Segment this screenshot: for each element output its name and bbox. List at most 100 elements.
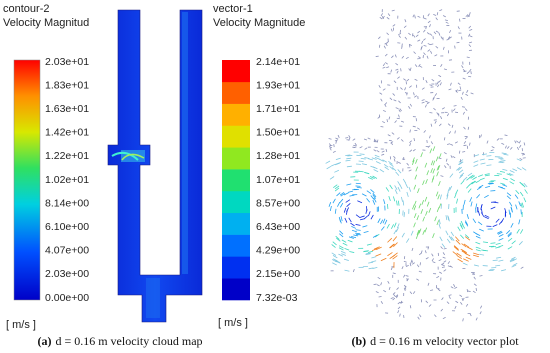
vector-arrow [478, 174, 484, 177]
vector-arrow [460, 248, 467, 253]
vector-arrow [434, 54, 438, 57]
vector-arrow [396, 223, 400, 229]
vector-arrow [465, 256, 472, 260]
vector-arrow [457, 258, 463, 263]
vector-arrow [458, 150, 461, 154]
vector-arrow [511, 264, 517, 268]
vector-arrow [372, 234, 378, 238]
vector-arrow [486, 164, 492, 166]
vector-arrow [352, 138, 356, 141]
vector-arrow [429, 112, 433, 114]
vector-arrow [465, 303, 469, 307]
vector-arrow [409, 140, 412, 143]
vector-arrow [400, 139, 404, 142]
vector-arrow [468, 68, 472, 72]
vector-arrow [331, 244, 336, 248]
vector-arrow [423, 52, 426, 56]
vector-arrow [469, 35, 473, 38]
vector-arrow [392, 255, 398, 260]
vector-arrow [507, 246, 513, 250]
vector-arrow [514, 140, 517, 144]
vector-arrow [397, 200, 400, 206]
vector-arrow [432, 146, 436, 152]
vector-arrow [432, 233, 435, 239]
vector-arrow [458, 161, 464, 165]
vector-arrow [372, 194, 377, 199]
vector-arrow [409, 263, 412, 267]
vector-arrow [363, 230, 369, 234]
colorbar-tick-label: 7.32e-03 [256, 292, 298, 304]
vector-arrow [454, 286, 458, 289]
vector-arrow [331, 259, 337, 263]
vector-arrow [430, 50, 433, 54]
vector-arrow [385, 187, 390, 192]
vector-arrow [339, 198, 344, 204]
vector-arrow [380, 282, 382, 286]
vector-arrow [390, 141, 394, 144]
vector-arrow [414, 64, 418, 68]
vector-arrow [389, 243, 395, 249]
vector-arrow [339, 230, 344, 235]
vector-arrow [512, 262, 518, 266]
vector-arrow [468, 25, 472, 29]
vector-arrow [427, 49, 431, 52]
vector-arrow [469, 197, 473, 202]
vector-arrow [406, 191, 409, 197]
vector-arrow [495, 246, 501, 249]
vector-arrow [388, 286, 391, 290]
vector-arrow [405, 238, 410, 243]
vector-arrow [367, 250, 373, 253]
vector-arrow [475, 287, 477, 292]
vector-arrow [325, 160, 331, 164]
vector-arrow [446, 238, 451, 244]
vector-arrow [380, 126, 384, 128]
vector-arrow [406, 162, 410, 166]
vector-arrow [473, 252, 480, 256]
vector-arrow [344, 217, 348, 223]
vector-arrow [403, 78, 407, 81]
vector-arrow [377, 218, 381, 224]
vector-arrow [459, 18, 461, 22]
vector-arrow [424, 104, 427, 108]
vector-arrow [397, 169, 402, 174]
vector-arrow [498, 238, 504, 241]
vector-arrow [374, 246, 380, 250]
vector-arrow [387, 203, 389, 210]
vector-arrow [400, 301, 404, 304]
vector-arrow [427, 43, 431, 46]
vector-arrow [373, 283, 377, 286]
vector-arrow [419, 314, 422, 318]
vector-arrow [480, 305, 483, 309]
vector-arrow [490, 242, 496, 244]
vector-arrow [336, 192, 341, 197]
vector-arrow [394, 120, 397, 124]
vector-arrow [475, 235, 481, 239]
vector-arrow [420, 250, 423, 254]
vector-arrow [437, 194, 440, 200]
vector-arrow [423, 130, 427, 133]
vector-arrow [438, 80, 441, 83]
vector-arrow [409, 85, 412, 88]
vector-arrow [384, 53, 388, 57]
vector-arrow [352, 269, 355, 273]
colorbar-tick-label: 8.57e+00 [256, 197, 300, 209]
vector-arrow [446, 38, 450, 41]
vector-arrow [456, 252, 462, 257]
vector-arrow [470, 180, 476, 185]
vector-arrow [453, 246, 459, 251]
vector-arrow [392, 24, 396, 27]
unit: [ m/s ] [6, 319, 36, 331]
vector-arrow [518, 219, 521, 225]
vector-arrow [438, 219, 441, 225]
vector-arrow [390, 69, 393, 73]
vector-arrow [346, 203, 351, 207]
colorbar-tick-label: 2.15e+00 [256, 268, 300, 280]
vector-arrow [476, 194, 481, 199]
vector-arrow [487, 182, 493, 185]
vector-arrow [396, 137, 400, 140]
colorbar-band [222, 190, 250, 214]
vector-arrow [484, 216, 489, 220]
vector-arrow [453, 284, 456, 288]
vector-arrow [449, 265, 453, 268]
